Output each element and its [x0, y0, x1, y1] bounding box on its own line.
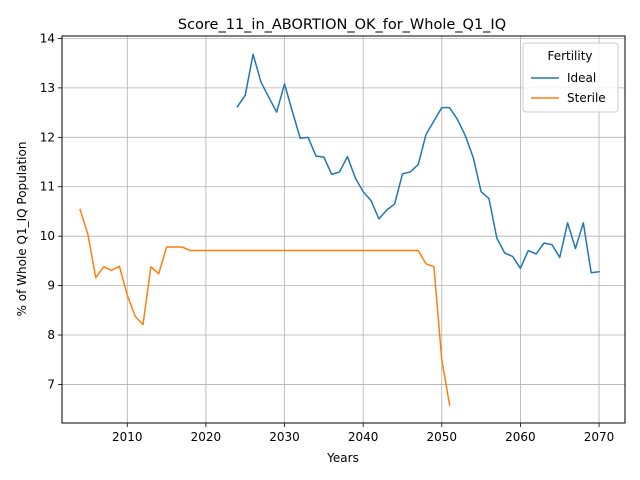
legend-title: Fertility	[547, 49, 592, 63]
y-tick-label: 12	[40, 130, 55, 144]
x-tick-label: 2010	[112, 430, 143, 444]
chart-title: Score_11_in_ABORTION_OK_for_Whole_Q1_IQ	[178, 17, 506, 33]
y-tick-label: 9	[47, 279, 55, 293]
legend: Fertility Ideal Sterile	[522, 42, 619, 113]
y-tick-label: 11	[40, 180, 55, 194]
x-tick-label: 2020	[191, 430, 222, 444]
y-tick-label: 14	[40, 31, 55, 45]
x-tick-label: 2060	[505, 430, 536, 444]
y-tick-label: 13	[40, 81, 55, 95]
legend-label-ideal: Ideal	[567, 71, 596, 85]
grid	[62, 36, 625, 423]
series-line-ideal	[236, 53, 600, 274]
ticks: 2010 2020 2030 2040 2050 2060 2070 7 8 9 10 11 12 13 1…	[40, 31, 615, 444]
x-tick-label: 2030	[269, 430, 300, 444]
y-tick-label: 7	[47, 377, 55, 391]
x-axis-label: Years	[326, 451, 359, 465]
y-axis-label: % of Whole Q1_IQ Population	[15, 142, 29, 317]
y-tick-label: 8	[47, 328, 55, 342]
plot-frame	[61, 35, 626, 424]
legend-label-sterile: Sterile	[567, 91, 606, 105]
x-tick-label: 2070	[584, 430, 615, 444]
x-tick-label: 2040	[348, 430, 379, 444]
x-tick-label: 2050	[427, 430, 458, 444]
y-tick-label: 10	[40, 229, 55, 243]
series-line-sterile	[79, 208, 451, 407]
series-lines	[79, 53, 600, 407]
legend-box	[522, 42, 619, 113]
